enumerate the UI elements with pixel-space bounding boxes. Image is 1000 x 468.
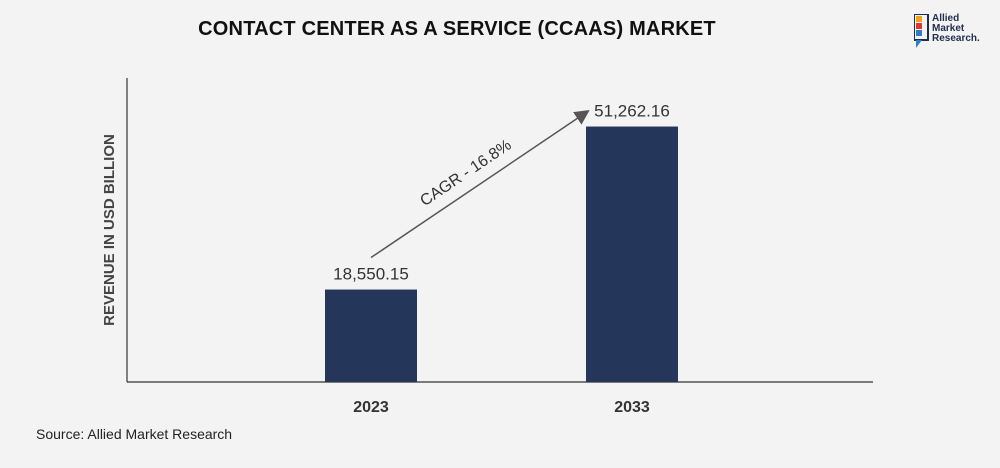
cagr-arrow (370, 110, 590, 259)
y-axis-label: REVENUE IN USD BILLION (101, 134, 118, 326)
x-tick-label-2033: 2033 (614, 399, 650, 416)
bar-2023 (325, 289, 417, 382)
logo-text: Allied Market Research. (932, 13, 980, 44)
chart-title: CONTACT CENTER AS A SERVICE (CCAAS) MARK… (198, 18, 716, 40)
data-label-2033: 51,262.16 (594, 102, 670, 121)
source-note: Source: Allied Market Research (36, 426, 233, 442)
data-label-2023: 18,550.15 (333, 265, 409, 284)
x-tick-label-2023: 2023 (353, 399, 389, 416)
logo-mark-icon (913, 13, 929, 48)
bar-2033 (586, 126, 678, 382)
cagr-annotation: CAGR - 16.8% (417, 137, 514, 210)
allied-market-research-logo: Allied Market Research. (913, 13, 994, 54)
